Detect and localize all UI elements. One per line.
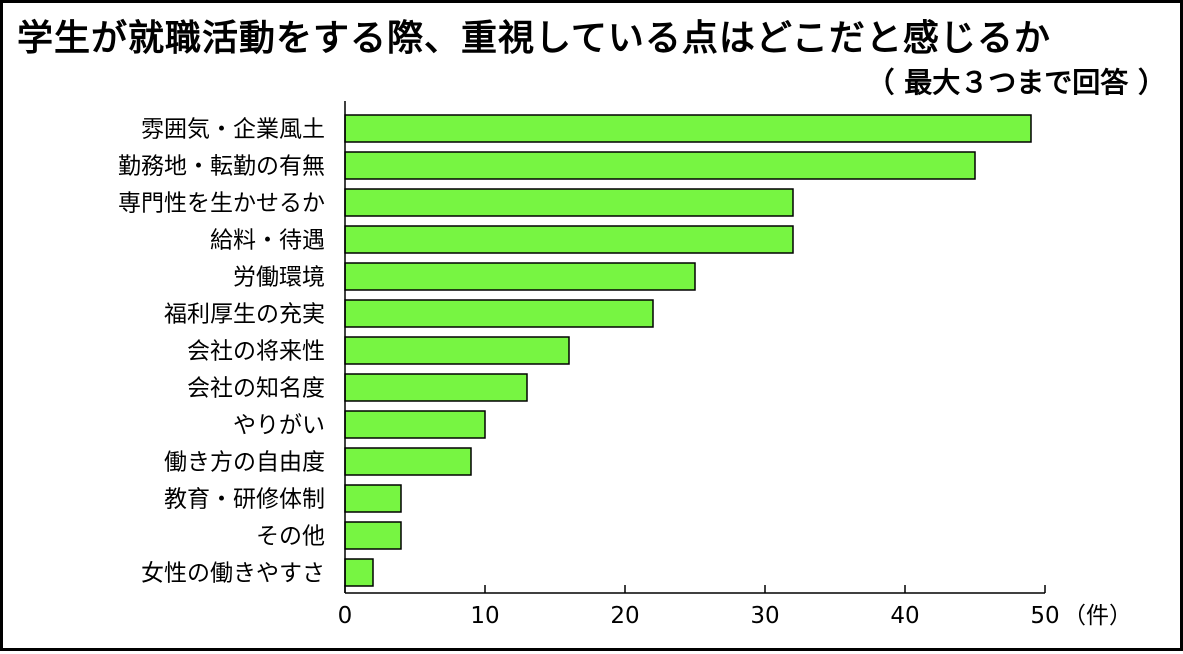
bar bbox=[344, 484, 402, 513]
category-label: 労働環境 bbox=[233, 265, 325, 291]
category-label: 福利厚生の充実 bbox=[164, 302, 325, 328]
bar bbox=[344, 299, 654, 328]
category-label: 雰囲気・企業風土 bbox=[141, 117, 325, 143]
x-tick-label: 30 bbox=[750, 603, 779, 629]
x-tick-label: 40 bbox=[890, 603, 919, 629]
chart-title: 学生が就職活動をする際、重視している点はどこだと感じるか bbox=[17, 18, 1051, 59]
bar bbox=[344, 336, 570, 365]
bar bbox=[344, 151, 976, 180]
bar bbox=[344, 262, 696, 291]
category-label: 会社の将来性 bbox=[187, 339, 325, 365]
x-tick-label: 10 bbox=[470, 603, 499, 629]
bar bbox=[344, 114, 1032, 143]
x-tick-label: 0 bbox=[338, 603, 353, 629]
category-label: やりがい bbox=[233, 413, 325, 439]
x-tick-label: 20 bbox=[610, 603, 639, 629]
bar bbox=[344, 410, 486, 439]
bar bbox=[344, 447, 472, 476]
bars-group bbox=[344, 114, 1032, 587]
bar bbox=[344, 225, 794, 254]
category-label: 専門性を生かせるか bbox=[118, 191, 325, 217]
category-label: 勤務地・転勤の有無 bbox=[118, 154, 325, 180]
category-label: 会社の知名度 bbox=[187, 376, 325, 402]
bar bbox=[344, 188, 794, 217]
category-labels-group: 雰囲気・企業風土勤務地・転勤の有無専門性を生かせるか給料・待遇労働環境福利厚生の… bbox=[118, 117, 325, 587]
category-label: 教育・研修体制 bbox=[164, 487, 325, 513]
bar bbox=[344, 558, 374, 587]
x-axis-group: 0 10 20 30 40 50 （件） bbox=[338, 101, 1132, 629]
x-tick-label: 50 bbox=[1030, 603, 1059, 629]
category-label: 女性の働きやすさ bbox=[141, 561, 325, 587]
category-label: その他 bbox=[256, 524, 325, 550]
chart-subtitle: （ 最大３つまで回答 ） bbox=[866, 66, 1167, 99]
bar-chart: 雰囲気・企業風土勤務地・転勤の有無専門性を生かせるか給料・待遇労働環境福利厚生の… bbox=[118, 101, 1132, 629]
category-label: 給料・待遇 bbox=[210, 228, 325, 254]
category-label: 働き方の自由度 bbox=[164, 450, 325, 476]
x-axis-unit: （件） bbox=[1063, 603, 1132, 629]
bar bbox=[344, 373, 528, 402]
bar bbox=[344, 521, 402, 550]
